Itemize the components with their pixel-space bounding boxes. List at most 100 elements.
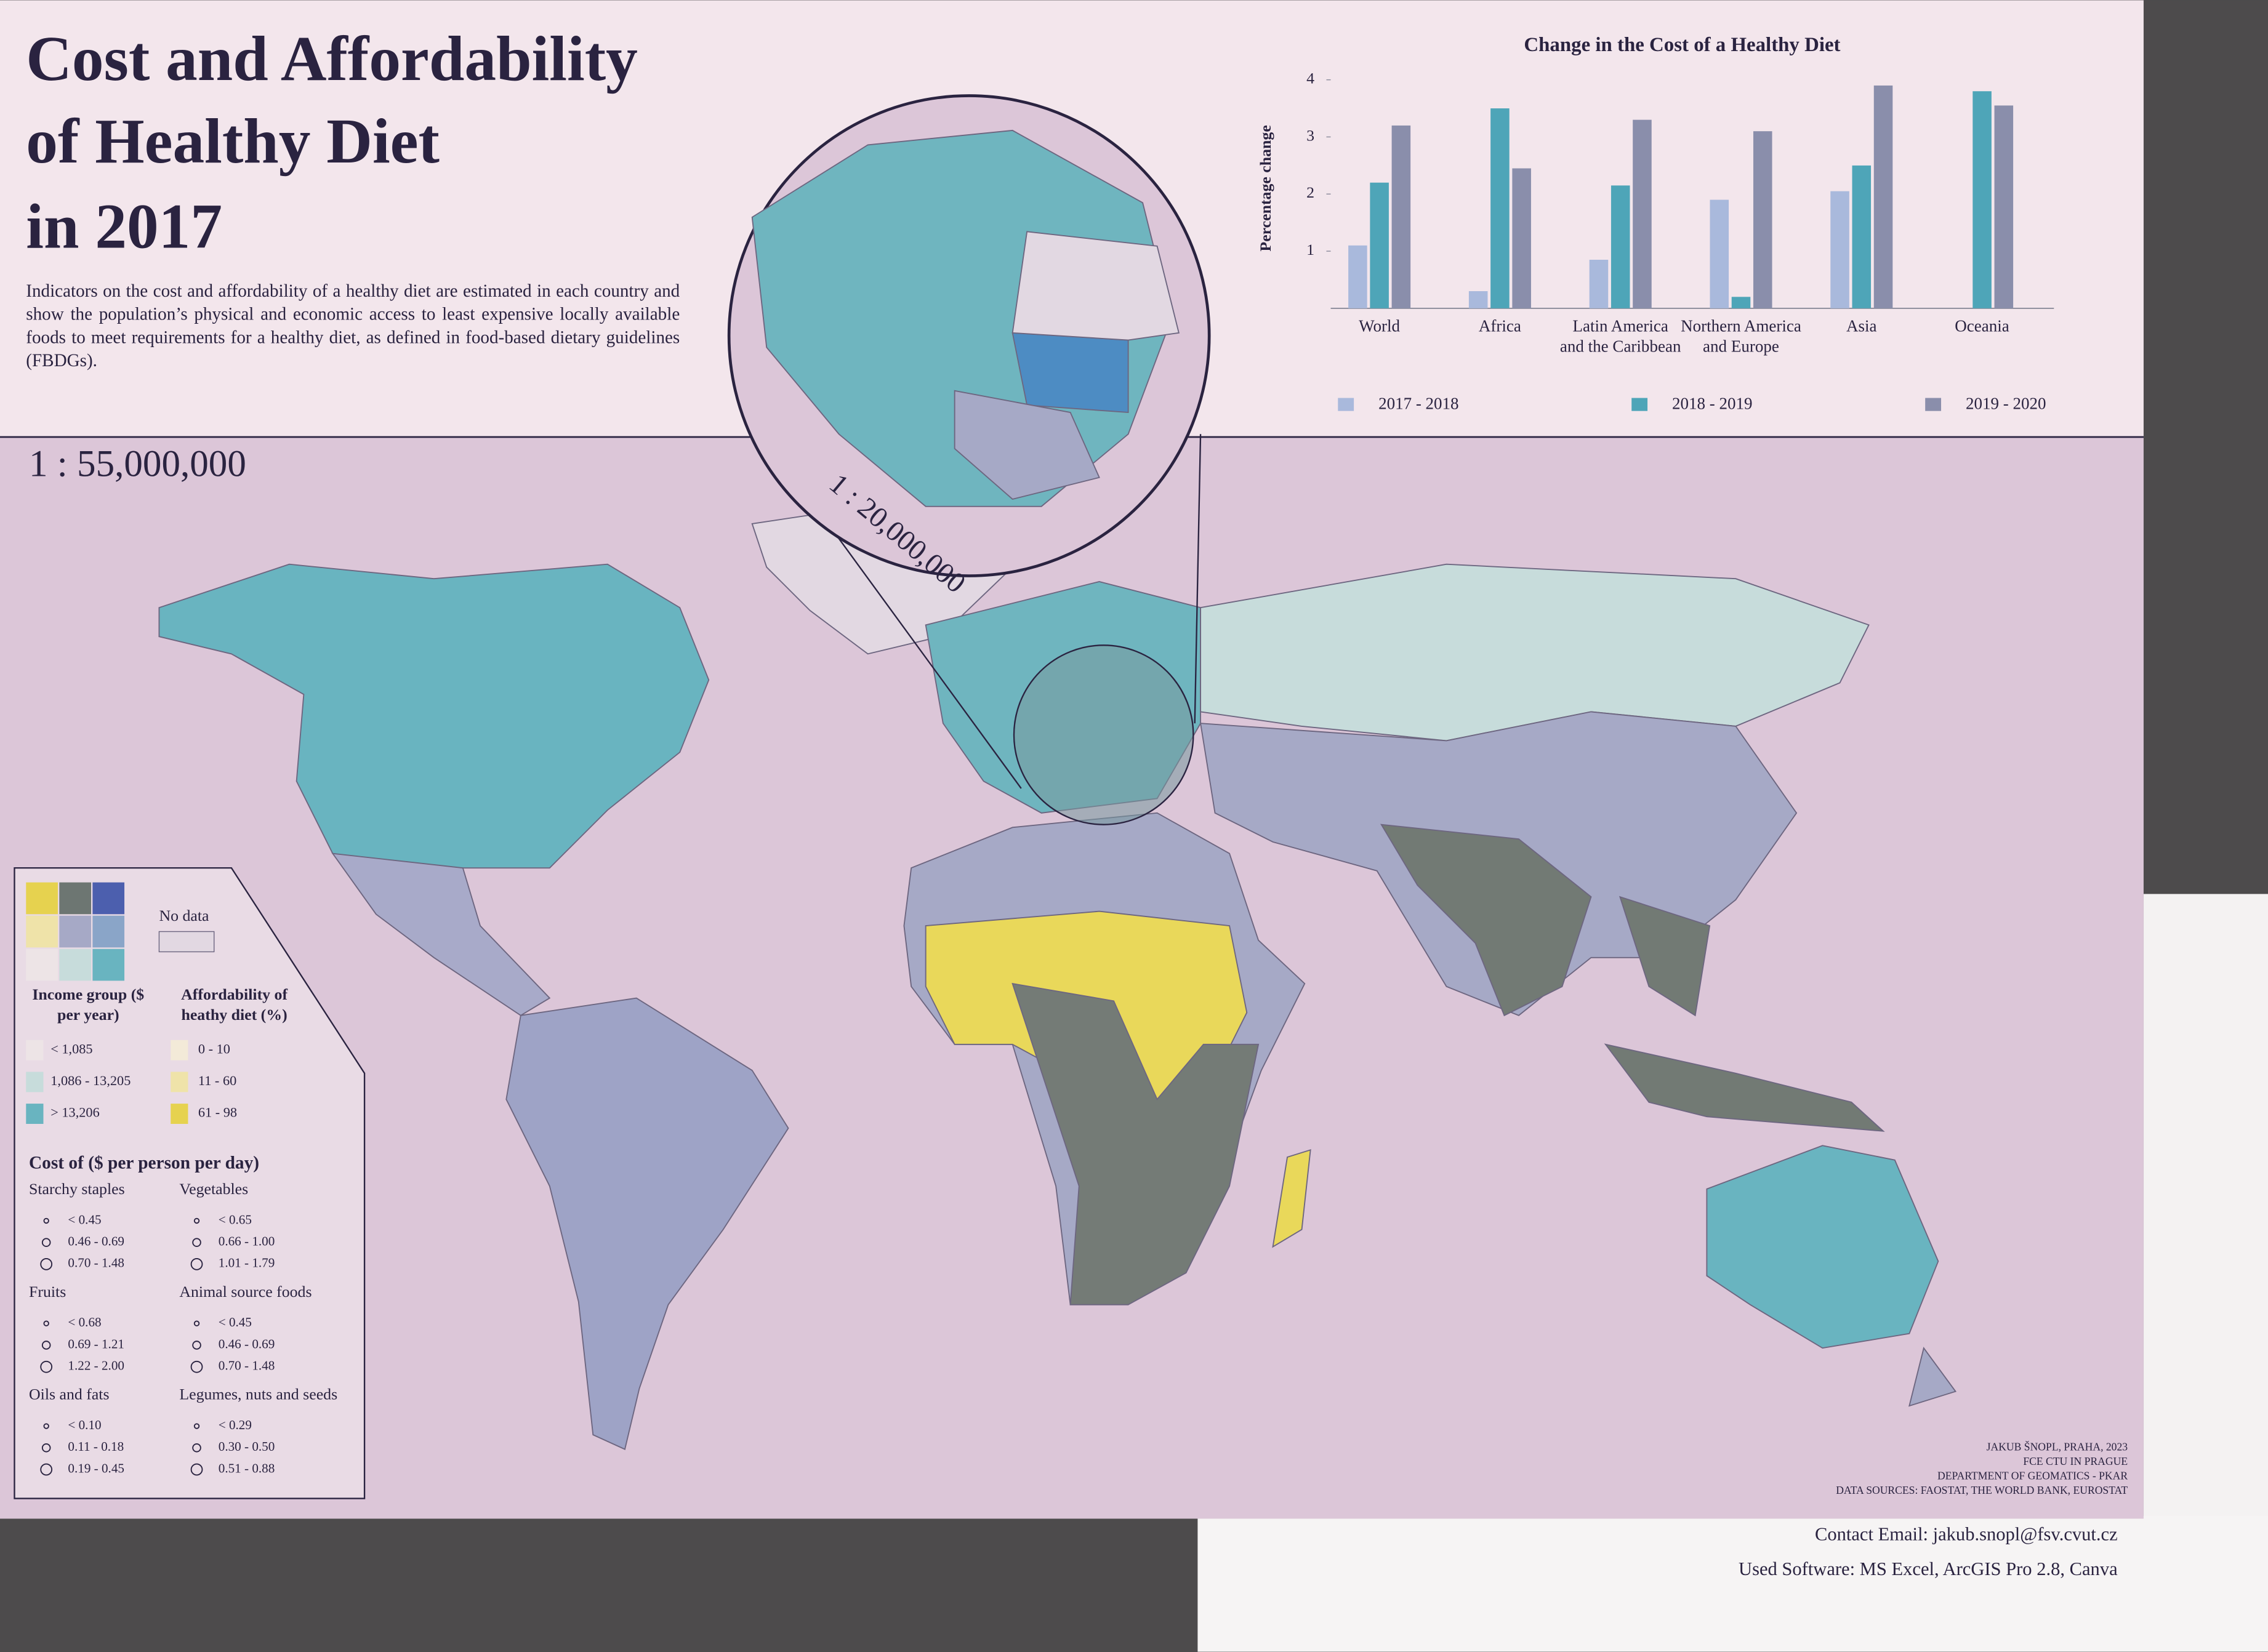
chart-title: Change in the Cost of a Healthy Diet — [1524, 34, 1840, 56]
income-swatch — [26, 1040, 44, 1061]
bar — [1873, 85, 1893, 308]
bar — [1348, 245, 1367, 308]
cost-item: 0.66 - 1.00 — [219, 1233, 275, 1248]
income-swatch — [26, 1072, 44, 1093]
cost-item: < 0.65 — [219, 1212, 252, 1227]
x-tick-label-box: World — [1359, 318, 1401, 336]
central-america — [331, 852, 551, 1016]
no-data-swatch — [158, 931, 215, 953]
cost-item: 0.51 - 0.88 — [219, 1461, 275, 1475]
y-tick-label: 1 — [1306, 241, 1314, 259]
africa-low-income — [1011, 982, 1260, 1305]
inset-romania — [1011, 332, 1129, 414]
cost-item: 1.01 - 1.79 — [219, 1256, 275, 1270]
income-title: Income group ($ per year) — [32, 986, 145, 1024]
inset-map — [727, 94, 1211, 577]
credit-line: DATA SOURCES: FAOSTAT, THE WORLD BANK, E… — [1836, 1484, 2128, 1496]
x-tick-label-box: Northern America and Europe — [1681, 318, 1801, 356]
income-item: 1,086 - 13,205 — [50, 1073, 131, 1088]
cost-symbol — [190, 1360, 203, 1373]
cost-symbol — [43, 1320, 49, 1326]
bar — [1633, 119, 1652, 308]
x-tick-label: World — [1359, 318, 1401, 336]
x-tick-label: Oceania — [1955, 318, 2009, 336]
australia — [1706, 1145, 1939, 1349]
cost-item: < 0.45 — [219, 1315, 252, 1329]
legend-label: 2019 - 2020 — [1966, 395, 2046, 413]
cost-symbol — [43, 1217, 49, 1224]
bar — [1490, 108, 1510, 308]
note-paper — [1197, 1515, 2268, 1652]
cost-item: 1.22 - 2.00 — [68, 1358, 124, 1373]
income-item: < 1,085 — [50, 1041, 92, 1056]
title-line: Cost and Affordability — [26, 24, 638, 94]
legend-label: 2017 - 2018 — [1378, 395, 1459, 413]
cost-group-title: Animal source foods — [179, 1283, 312, 1301]
description-box: Indicators on the cost and affordability… — [26, 281, 680, 371]
bar — [1391, 125, 1411, 308]
north-america — [158, 563, 710, 886]
south-asia — [1380, 824, 1592, 1017]
cost-symbol — [192, 1238, 201, 1247]
cost-group-title: Legumes, nuts and seeds — [179, 1385, 337, 1403]
cost-item: 0.46 - 0.69 — [68, 1233, 124, 1248]
cost-item: < 0.45 — [68, 1212, 101, 1227]
bivar-swatch — [59, 948, 92, 981]
afford-item: 61 - 98 — [198, 1105, 237, 1120]
note-line: Contact Email: jakub.snopl@fsv.cvut.cz — [1815, 1524, 2118, 1545]
cost-symbol — [193, 1423, 200, 1429]
x-tick-label: Africa — [1478, 318, 1521, 336]
madagascar — [1272, 1149, 1311, 1248]
cost-group-title: Oils and fats — [29, 1385, 110, 1403]
title-line: of Healthy Diet — [26, 106, 440, 177]
cost-group-title: Vegetables — [179, 1180, 248, 1198]
side-paper — [2143, 894, 2268, 1531]
cost-symbol — [41, 1238, 51, 1247]
title-line: in 2017 — [26, 191, 222, 262]
inset-ukraine — [1011, 231, 1180, 341]
cost-symbol — [190, 1463, 203, 1476]
x-tick-label-box: Asia — [1846, 318, 1877, 336]
no-data-label: No data — [159, 907, 209, 924]
cost-item: 0.19 - 0.45 — [68, 1461, 124, 1475]
afford-swatch — [171, 1072, 188, 1093]
cost-symbol — [193, 1320, 200, 1326]
south-america — [505, 997, 789, 1450]
bivar-swatch — [26, 882, 58, 915]
cost-item: 0.69 - 1.21 — [68, 1336, 124, 1351]
cost-item: < 0.10 — [68, 1417, 101, 1432]
credit-line: JAKUB ŠNOPL, PRAHA, 2023 — [1987, 1440, 2128, 1453]
bar — [1731, 297, 1751, 308]
x-tick-label-box: Oceania — [1955, 318, 2009, 336]
x-tick-label-box: Latin America and the Caribbean — [1560, 318, 1681, 356]
cost-item: < 0.29 — [219, 1417, 252, 1432]
bar — [1589, 259, 1609, 308]
x-tick-label-box: Africa — [1478, 318, 1521, 336]
cost-symbol — [43, 1423, 49, 1429]
x-tick-label: Asia — [1846, 318, 1877, 336]
new-zealand — [1908, 1346, 1957, 1407]
bivar-swatch — [59, 915, 92, 948]
description: Indicators on the cost and affordability… — [26, 281, 680, 371]
y-tick-label: 2 — [1306, 183, 1314, 201]
bar — [1512, 168, 1531, 308]
cost-symbol — [40, 1258, 53, 1270]
bar — [1830, 191, 1849, 308]
afford-item: 0 - 10 — [198, 1041, 230, 1056]
credit-line: FCE CTU IN PRAGUE — [2023, 1455, 2128, 1467]
y-axis-label: Percentage change — [1257, 125, 1274, 251]
bar — [1370, 182, 1389, 308]
bar — [1972, 91, 1992, 308]
credit-line: DEPARTMENT OF GEOMATICS - PKAR — [1937, 1469, 2128, 1482]
cost-symbol — [40, 1360, 53, 1373]
cost-symbol — [41, 1443, 51, 1453]
afford-title-box: Affordability of heathy diet (%) — [181, 987, 288, 1024]
cost-symbol — [41, 1341, 51, 1350]
bar — [1753, 131, 1772, 308]
legend-swatch — [1631, 398, 1648, 411]
bar — [1994, 105, 2014, 308]
cost-symbol — [193, 1217, 200, 1224]
cost-item: 0.70 - 1.48 — [68, 1256, 124, 1270]
